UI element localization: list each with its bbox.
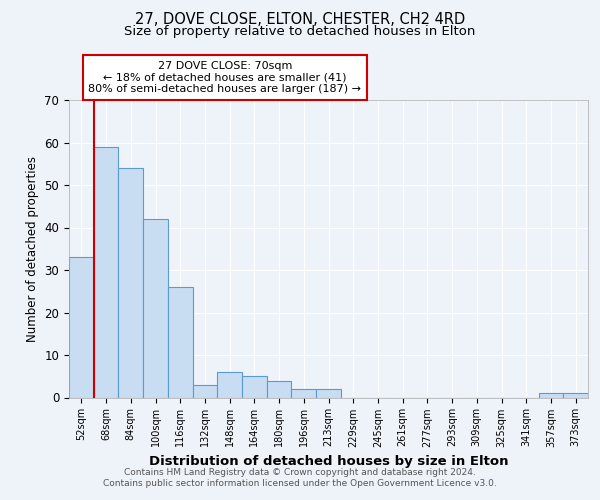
Bar (193, 385, 217, 398)
Bar (292, 389, 316, 398)
Text: 27, DOVE CLOSE, ELTON, CHESTER, CH2 4RD: 27, DOVE CLOSE, ELTON, CHESTER, CH2 4RD (135, 12, 465, 28)
Bar (242, 376, 267, 398)
Bar (143, 219, 168, 398)
Bar (94, 147, 118, 398)
Bar (118, 168, 143, 398)
Bar (563, 393, 588, 398)
Bar (316, 389, 341, 398)
Bar (267, 380, 292, 398)
Y-axis label: Number of detached properties: Number of detached properties (26, 156, 39, 342)
Text: 27 DOVE CLOSE: 70sqm
← 18% of detached houses are smaller (41)
80% of semi-detac: 27 DOVE CLOSE: 70sqm ← 18% of detached h… (88, 61, 361, 94)
Bar (539, 393, 563, 398)
Bar (168, 287, 193, 398)
Bar (217, 372, 242, 398)
Text: Size of property relative to detached houses in Elton: Size of property relative to detached ho… (124, 25, 476, 38)
X-axis label: Distribution of detached houses by size in Elton: Distribution of detached houses by size … (149, 455, 508, 468)
Bar (69, 258, 94, 398)
Text: Contains HM Land Registry data © Crown copyright and database right 2024.
Contai: Contains HM Land Registry data © Crown c… (103, 468, 497, 487)
